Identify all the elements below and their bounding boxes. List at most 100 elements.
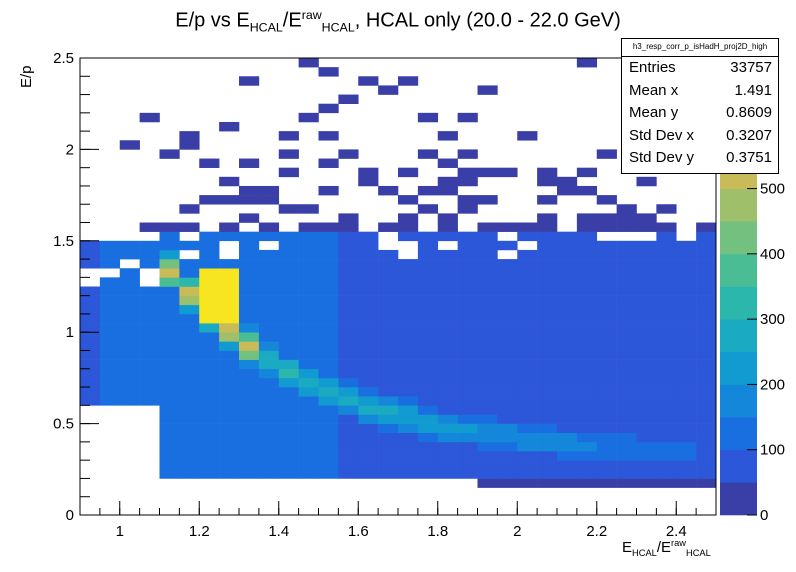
heatmap-cell [696, 240, 717, 251]
heatmap-cell [139, 332, 160, 342]
heatmap-cell [696, 460, 717, 470]
heatmap-cell [199, 460, 220, 470]
heatmap-cell [557, 478, 578, 488]
heatmap-cell [417, 149, 439, 159]
heatmap-cell [278, 350, 299, 360]
heatmap-cell [656, 304, 677, 315]
heatmap-cell [616, 414, 637, 424]
heatmap-cell [596, 222, 617, 232]
heatmap-cell [199, 350, 220, 360]
heatmap-cell [159, 432, 180, 443]
heatmap-cell [398, 231, 419, 242]
heatmap-cell [576, 295, 598, 306]
heatmap-cell [517, 323, 538, 333]
heatmap-cell [537, 460, 558, 470]
heatmap-cell [537, 240, 558, 251]
heatmap-cell [417, 323, 439, 333]
heatmap-cell [477, 387, 498, 397]
heatmap-cell [219, 259, 240, 269]
heatmap-cell [477, 469, 498, 479]
heatmap-cell [636, 350, 657, 360]
heatmap-cell [636, 249, 657, 260]
heatmap-cell [239, 405, 260, 415]
heatmap-cell [537, 259, 558, 269]
heatmap-cell [139, 313, 160, 324]
heatmap-cell [398, 76, 419, 86]
heatmap-cell [278, 286, 299, 296]
heatmap-cell [219, 441, 240, 452]
heatmap-cell [219, 277, 240, 287]
heatmap-cell [557, 268, 578, 278]
heatmap-cell [159, 377, 180, 388]
heatmap-cell [616, 204, 637, 214]
heatmap-cell [517, 249, 538, 260]
heatmap-cell [497, 341, 518, 351]
heatmap-cell [159, 396, 180, 406]
heatmap-cell [278, 432, 299, 443]
heatmap-cell [696, 304, 717, 315]
heatmap-cell [656, 249, 677, 260]
heatmap-cell [378, 323, 399, 333]
heatmap-cell [159, 469, 180, 479]
heatmap-cell [656, 432, 677, 443]
heatmap-cell [537, 350, 558, 360]
heatmap-cell [656, 469, 677, 479]
heatmap-cell [497, 286, 518, 296]
axes: 1 1.2 1.4 1.6 1.8 2 2.2 2.4 0 0.5 1 1.5 2 2.5 [53, 50, 717, 540]
heatmap-cell [278, 231, 299, 242]
heatmap-cell [119, 277, 140, 287]
heatmap-cell [99, 259, 121, 269]
heatmap-cell [398, 195, 419, 205]
heatmap-cell [338, 295, 359, 306]
heatmap-cell [417, 387, 439, 397]
heatmap-cell [258, 268, 280, 278]
heatmap-cell [437, 277, 458, 287]
heatmap-cell [139, 359, 160, 370]
heatmap-cell [139, 323, 160, 333]
heatmap-cell [497, 478, 518, 488]
heatmap-cell [278, 387, 299, 397]
heatmap-cell [119, 240, 140, 251]
heatmap-cell [656, 414, 677, 424]
heatmap-cell [457, 286, 478, 296]
heatmap-cell [338, 213, 359, 223]
palette-step [720, 188, 757, 222]
heatmap-cell [358, 423, 379, 434]
heatmap-cell [596, 432, 617, 443]
heatmap-cell [258, 313, 280, 324]
heatmap-cell [557, 277, 578, 287]
heatmap-cell [616, 469, 637, 479]
heatmap-cell [338, 423, 359, 434]
heatmap-cell [318, 131, 339, 141]
heatmap-cell [318, 240, 339, 251]
heatmap-cell [80, 350, 101, 360]
heatmap-cell [159, 222, 180, 232]
heatmap-cell [696, 222, 717, 232]
heatmap-cell [119, 268, 140, 278]
heatmap-cell [537, 405, 558, 415]
heatmap-cell [616, 441, 637, 452]
heatmap-cell [676, 414, 697, 424]
heatmap-cell [219, 414, 240, 424]
heatmap-cell [457, 405, 478, 415]
heatmap-cell [497, 259, 518, 269]
heatmap-cell [576, 277, 598, 287]
heatmap-cell [596, 359, 617, 370]
heatmap-cell [239, 231, 260, 242]
heatmap-cell [636, 359, 657, 370]
heatmap-cell [99, 359, 121, 370]
heatmap-cell [437, 350, 458, 360]
heatmap-cell [557, 185, 578, 196]
heatmap-cell [358, 469, 379, 479]
heatmap-cell [219, 396, 240, 406]
heatmap-cell [358, 167, 379, 178]
heatmap-cell [616, 341, 637, 351]
heatmap-cell [398, 414, 419, 424]
heatmap-cell [338, 396, 359, 406]
heatmap-cell [636, 286, 657, 296]
heatmap-cell [159, 387, 180, 397]
heatmap-cell [696, 377, 717, 388]
heatmap-cell [358, 268, 379, 278]
heatmap-cell [437, 131, 458, 141]
heatmap-cell [179, 359, 200, 370]
